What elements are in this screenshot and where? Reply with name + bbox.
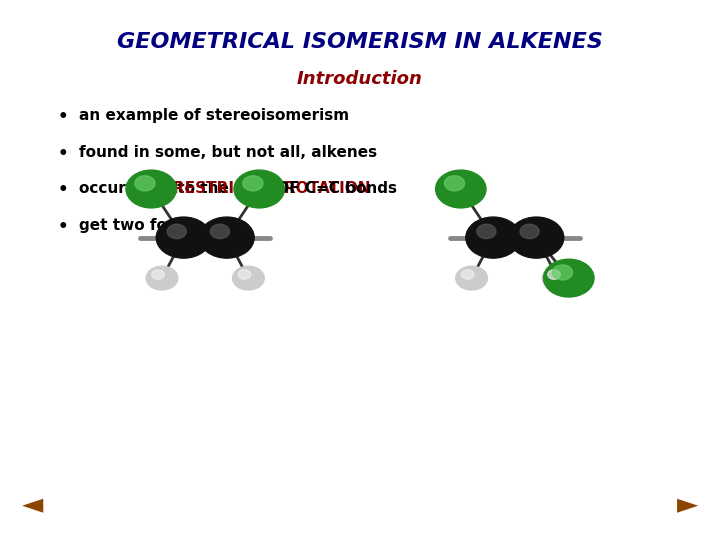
Text: RESTRICTED ROTATION: RESTRICTED ROTATION	[173, 181, 370, 197]
Circle shape	[466, 217, 521, 258]
Text: •: •	[58, 218, 68, 236]
Circle shape	[233, 266, 264, 290]
Text: get two forms...: get two forms...	[79, 218, 216, 233]
Circle shape	[152, 270, 164, 279]
Circle shape	[509, 217, 564, 258]
Circle shape	[520, 224, 539, 239]
Circle shape	[234, 170, 284, 208]
Text: Introduction: Introduction	[297, 70, 423, 88]
Circle shape	[544, 259, 594, 297]
Circle shape	[126, 170, 176, 208]
Text: •: •	[58, 181, 68, 199]
Circle shape	[462, 270, 474, 279]
Circle shape	[477, 224, 496, 239]
Circle shape	[135, 176, 155, 191]
Text: found in some, but not all, alkenes: found in some, but not all, alkenes	[79, 145, 377, 160]
Text: ◄: ◄	[22, 490, 43, 518]
Circle shape	[552, 265, 572, 280]
Circle shape	[444, 176, 464, 191]
Circle shape	[548, 270, 560, 279]
Circle shape	[436, 170, 486, 208]
Text: occurs due to the: occurs due to the	[79, 181, 234, 197]
Text: •: •	[58, 145, 68, 163]
Circle shape	[199, 217, 254, 258]
Text: •: •	[58, 108, 68, 126]
Circle shape	[210, 224, 230, 239]
Circle shape	[146, 266, 178, 290]
Text: OF C=C bonds: OF C=C bonds	[271, 181, 397, 197]
Circle shape	[238, 270, 251, 279]
Text: ►: ►	[677, 490, 698, 518]
Circle shape	[243, 176, 263, 191]
Circle shape	[542, 266, 574, 290]
Circle shape	[167, 224, 186, 239]
Text: an example of stereoisomerism: an example of stereoisomerism	[79, 108, 349, 123]
Text: GEOMETRICAL ISOMERISM IN ALKENES: GEOMETRICAL ISOMERISM IN ALKENES	[117, 32, 603, 52]
Circle shape	[456, 266, 487, 290]
Circle shape	[156, 217, 211, 258]
